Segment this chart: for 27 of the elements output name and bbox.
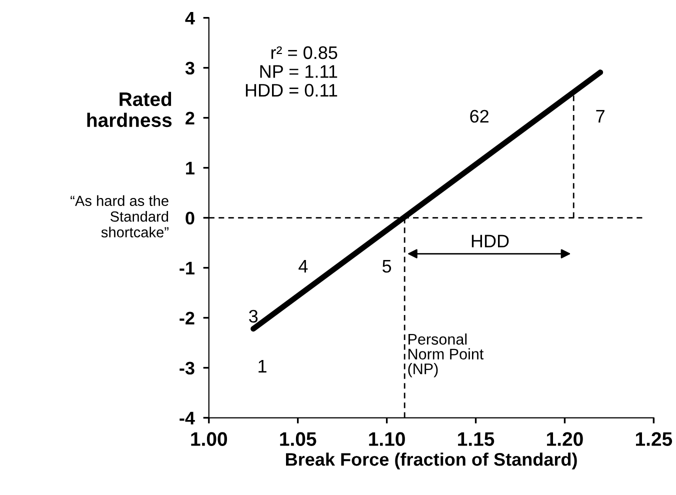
annotation: r² = 0.85 NP = 1.11 HDD = 0.11	[246, 46, 338, 97]
annotation: 7	[596, 110, 604, 122]
y-tick-label: -3	[180, 362, 194, 375]
x-tick-label: 1.10	[369, 432, 405, 446]
x-tick-label: 1.20	[547, 432, 583, 446]
annotation: 5	[382, 260, 392, 273]
x-tick-label: 1.05	[280, 432, 316, 446]
y-tick-label: 0	[186, 212, 194, 225]
annotation: Personal Norm Point (NP)	[408, 333, 484, 378]
y-tick-label: -4	[180, 412, 195, 424]
y-tick-label: 4	[185, 12, 195, 24]
y-axis-title: Rated hardness	[87, 92, 172, 128]
annotation: 3	[249, 310, 258, 323]
y-tick-label: 1	[186, 162, 194, 174]
text: “As hard as the Standard shortcake”	[70, 195, 168, 238]
annotation: 4	[298, 260, 308, 272]
x-tick-label: 1.15	[458, 432, 494, 446]
annotation: 62	[470, 110, 488, 123]
y-tick-label: -2	[180, 312, 194, 324]
y-tick-label: -1	[180, 262, 194, 274]
annotation: HDD	[472, 234, 509, 248]
x-axis-title: Break Force (fraction of Standard)	[286, 452, 577, 470]
y-tick-label: 3	[185, 62, 194, 75]
x-tick-label: 1.25	[636, 432, 672, 446]
annotation: 1	[258, 360, 266, 372]
y-tick-label: 2	[186, 112, 194, 124]
x-tick-label: 1.00	[191, 432, 228, 446]
